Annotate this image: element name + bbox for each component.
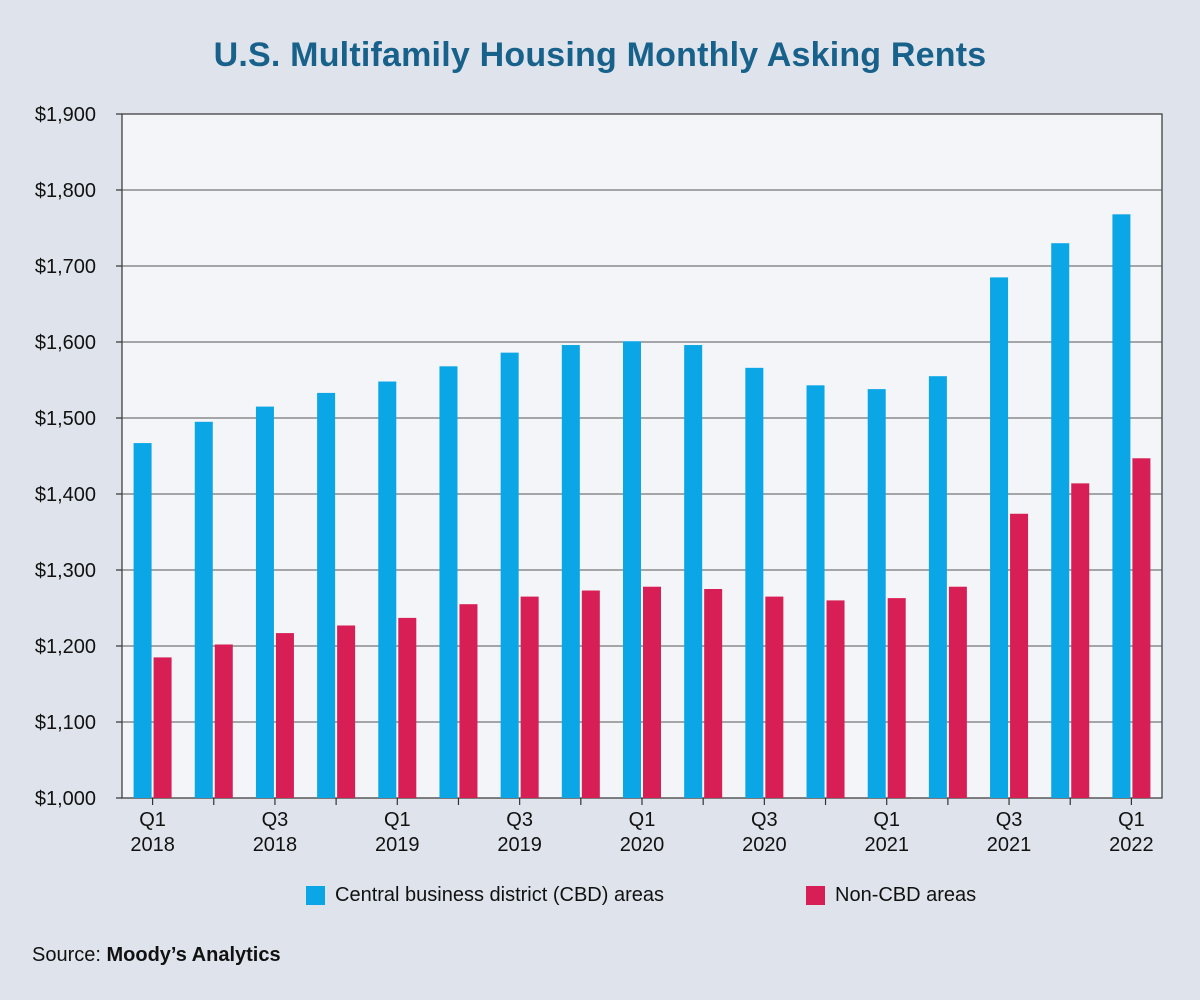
- legend: Central business district (CBD) areas No…: [0, 884, 1200, 914]
- bar-non-cbd: [887, 598, 906, 798]
- x-tick-label-quarter: Q3: [262, 809, 289, 831]
- y-tick-label: $1,200: [35, 636, 96, 658]
- bar-non-cbd: [581, 590, 600, 798]
- bar-non-cbd: [704, 589, 723, 798]
- bar-cbd: [561, 345, 580, 798]
- bar-non-cbd: [1071, 483, 1090, 798]
- bar-cbd: [1051, 243, 1070, 798]
- bar-non-cbd: [214, 644, 233, 798]
- legend-label-non-cbd: Non-CBD areas: [835, 884, 977, 906]
- x-tick-label-year: 2019: [497, 834, 542, 856]
- y-tick-label: $1,900: [35, 104, 96, 126]
- bar-non-cbd: [826, 600, 845, 798]
- x-tick-label-quarter: Q1: [873, 809, 900, 831]
- x-tick-label-year: 2018: [130, 834, 175, 856]
- y-tick-label: $1,400: [35, 484, 96, 506]
- x-tick-label-year: 2021: [864, 834, 909, 856]
- source-label: Source:: [32, 944, 101, 966]
- y-tick-label: $1,500: [35, 408, 96, 430]
- plot-area: [121, 113, 1163, 799]
- bar-non-cbd: [398, 617, 417, 798]
- bar-non-cbd: [948, 586, 967, 798]
- legend-item-cbd: Central business district (CBD) areas: [306, 884, 664, 907]
- x-tick-label-year: 2022: [1109, 834, 1154, 856]
- bar-cbd: [439, 366, 458, 798]
- y-tick-label: $1,800: [35, 180, 96, 202]
- x-tick-label-quarter: Q1: [139, 809, 166, 831]
- legend-label-cbd: Central business district (CBD) areas: [335, 884, 664, 906]
- bar-non-cbd: [337, 625, 356, 798]
- y-tick-label: $1,100: [35, 712, 96, 734]
- bar-cbd: [928, 376, 947, 798]
- bar-cbd: [378, 381, 397, 798]
- bar-cbd: [255, 406, 274, 798]
- bar-non-cbd: [275, 633, 294, 798]
- x-axis-tick-labels: Q1 2018 Q3 2018 Q1 2019 Q3 2019 Q1 2020 Q3 2020 Q1 20…: [130, 798, 1154, 856]
- x-tick-label-year: 2020: [620, 834, 665, 856]
- x-tick-label-quarter: Q3: [506, 809, 533, 831]
- bar-cbd: [684, 345, 703, 798]
- x-tick-label-year: 2018: [253, 834, 298, 856]
- bar-non-cbd: [153, 657, 172, 798]
- bar-chart: $1,000 $1,100 $1,200 $1,300 $1,400 $1,500 $1,6…: [35, 104, 1163, 856]
- legend-item-non-cbd: Non-CBD areas: [806, 884, 976, 907]
- legend-swatch-cbd: [306, 886, 325, 905]
- bar-cbd: [133, 443, 152, 798]
- x-tick-label-quarter: Q3: [996, 809, 1023, 831]
- x-tick-label-quarter: Q1: [1118, 809, 1145, 831]
- bar-cbd: [806, 385, 825, 798]
- bar-non-cbd: [765, 596, 784, 798]
- bar-non-cbd: [520, 596, 539, 798]
- bar-cbd: [745, 367, 764, 798]
- bar-cbd: [867, 389, 886, 798]
- bar-non-cbd: [1010, 513, 1029, 798]
- bar-cbd: [317, 392, 336, 798]
- y-axis-tick-labels: $1,000 $1,100 $1,200 $1,300 $1,400 $1,500 $1,6…: [35, 104, 96, 810]
- y-tick-label: $1,700: [35, 256, 96, 278]
- x-tick-label-quarter: Q1: [384, 809, 411, 831]
- bar-non-cbd: [459, 604, 478, 798]
- x-tick-label-year: 2020: [742, 834, 787, 856]
- bar-cbd: [623, 341, 641, 798]
- source-value: Moody’s Analytics: [106, 944, 281, 966]
- y-tick-label: $1,300: [35, 560, 96, 582]
- bar-cbd: [500, 352, 519, 798]
- x-tick-label-quarter: Q1: [629, 809, 656, 831]
- y-tick-label: $1,600: [35, 332, 96, 354]
- y-tick-label: $1,000: [35, 788, 96, 810]
- bars: [133, 214, 1151, 798]
- bar-cbd: [194, 421, 213, 798]
- legend-swatch-non-cbd: [806, 886, 825, 905]
- bar-cbd: [1112, 214, 1131, 798]
- x-tick-label-year: 2019: [375, 834, 420, 856]
- bar-non-cbd: [643, 586, 661, 798]
- x-tick-label-quarter: Q3: [751, 809, 778, 831]
- bar-cbd: [990, 277, 1009, 798]
- source-note: Source: Moody’s Analytics: [32, 944, 281, 967]
- x-tick-label-year: 2021: [987, 834, 1032, 856]
- chart-title: U.S. Multifamily Housing Monthly Asking …: [213, 36, 987, 74]
- bar-non-cbd: [1132, 458, 1151, 798]
- gridlines: [116, 113, 1162, 799]
